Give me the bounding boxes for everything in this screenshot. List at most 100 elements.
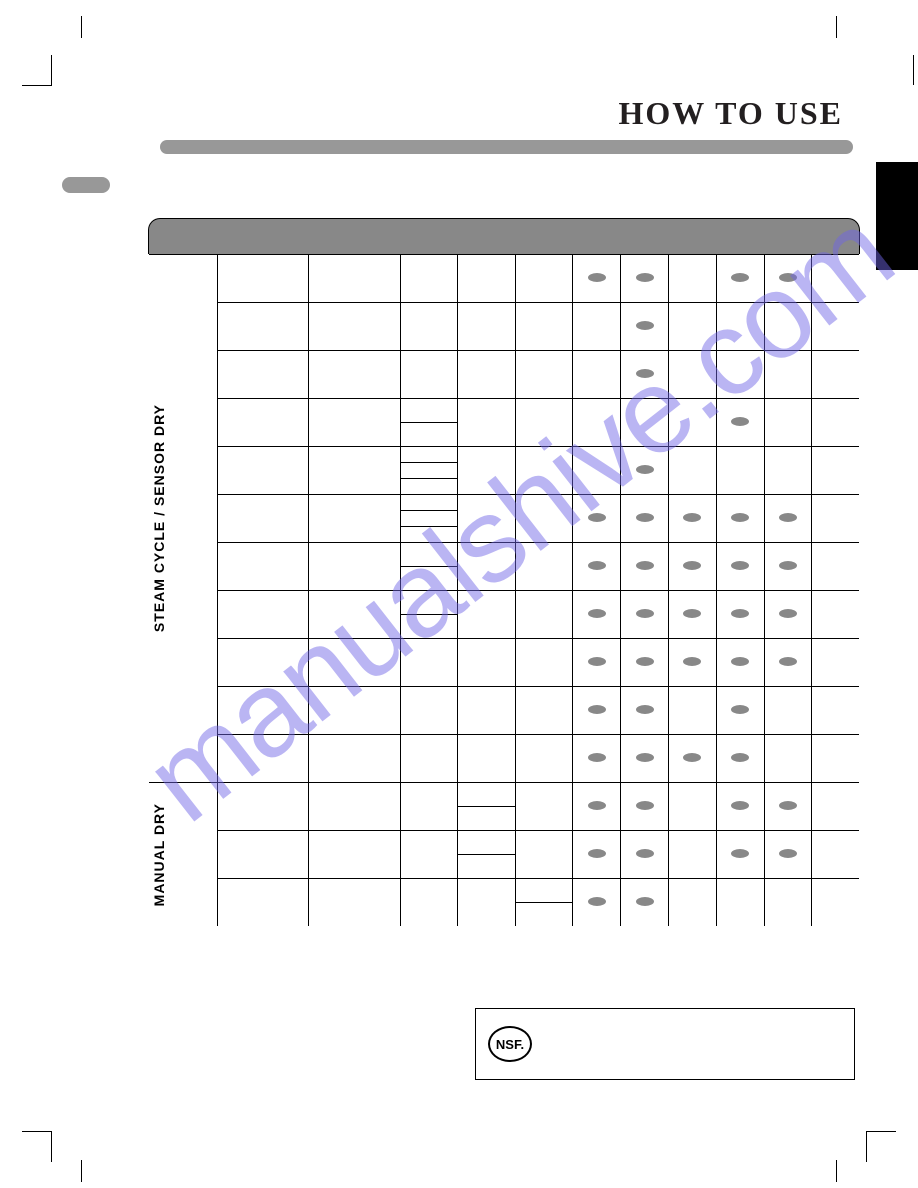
cell [458,495,516,543]
cell [515,639,573,687]
crop-mark [51,55,52,85]
cell [812,687,860,735]
cell [400,447,458,495]
edge-tab [876,162,918,270]
cell [812,303,860,351]
cell [400,591,458,639]
cell [573,351,621,399]
cell [668,543,716,591]
option-dot-icon [636,897,654,906]
option-dot-icon [731,417,749,426]
cell [458,255,516,303]
cell [716,543,764,591]
crop-mark [866,1132,867,1162]
option-dot-icon [636,657,654,666]
cell [218,687,309,735]
cell [515,783,573,831]
option-dot-icon [731,561,749,570]
cell [668,495,716,543]
cell [400,783,458,831]
option-dot-icon [588,561,606,570]
cell [573,735,621,783]
cell [621,735,669,783]
cell [716,735,764,783]
cell [573,495,621,543]
section-label-steam-sensor: STEAM CYCLE / SENSOR DRY [149,255,218,783]
option-dot-icon [731,273,749,282]
option-dot-icon [683,753,701,762]
table-row [149,687,860,735]
option-dot-icon [588,657,606,666]
cell [400,735,458,783]
cell [400,639,458,687]
crop-mark [51,1132,52,1162]
cell [309,783,400,831]
table-row [149,543,860,591]
cell [309,303,400,351]
cell [309,735,400,783]
cell [716,351,764,399]
cell [621,303,669,351]
cell [668,639,716,687]
cell [716,303,764,351]
cell [621,831,669,879]
option-dot-icon [588,801,606,810]
option-dot-icon [588,273,606,282]
cell [716,399,764,447]
cell [764,447,812,495]
cell [400,399,458,447]
cell [668,351,716,399]
cell [668,735,716,783]
cell [400,687,458,735]
option-dot-icon [636,849,654,858]
cell [458,639,516,687]
option-dot-icon [636,369,654,378]
cell [668,591,716,639]
option-dot-icon [636,513,654,522]
option-dot-icon [588,513,606,522]
table-row [149,495,860,543]
cell [400,303,458,351]
cell [309,495,400,543]
cell [400,543,458,591]
option-dot-icon [588,897,606,906]
cell [668,687,716,735]
option-dot-icon [779,273,797,282]
option-dot-icon [636,321,654,330]
cell [764,495,812,543]
title-underline [160,140,853,154]
option-dot-icon [588,849,606,858]
cell [309,831,400,879]
cell [218,639,309,687]
cell [309,255,400,303]
option-dot-icon [731,657,749,666]
cell [812,591,860,639]
option-dot-icon [636,705,654,714]
cell [458,783,516,831]
cell [764,399,812,447]
cell [764,255,812,303]
option-dot-icon [683,513,701,522]
cell [716,639,764,687]
cell [621,687,669,735]
table-row [149,399,860,447]
cell [218,879,309,927]
option-dot-icon [779,561,797,570]
option-dot-icon [779,657,797,666]
cell [573,591,621,639]
cell [668,831,716,879]
cell [573,447,621,495]
cell [764,303,812,351]
cycle-table: STEAM CYCLE / SENSOR DRYMANUAL DRY [148,218,860,927]
cell [218,303,309,351]
cell [573,639,621,687]
crop-mark [836,1160,837,1182]
cell [716,879,764,927]
cell [515,447,573,495]
option-dot-icon [588,753,606,762]
cell [515,543,573,591]
option-dot-icon [731,609,749,618]
page-title: HOW TO USE [618,95,843,132]
cell [668,303,716,351]
cell [716,783,764,831]
